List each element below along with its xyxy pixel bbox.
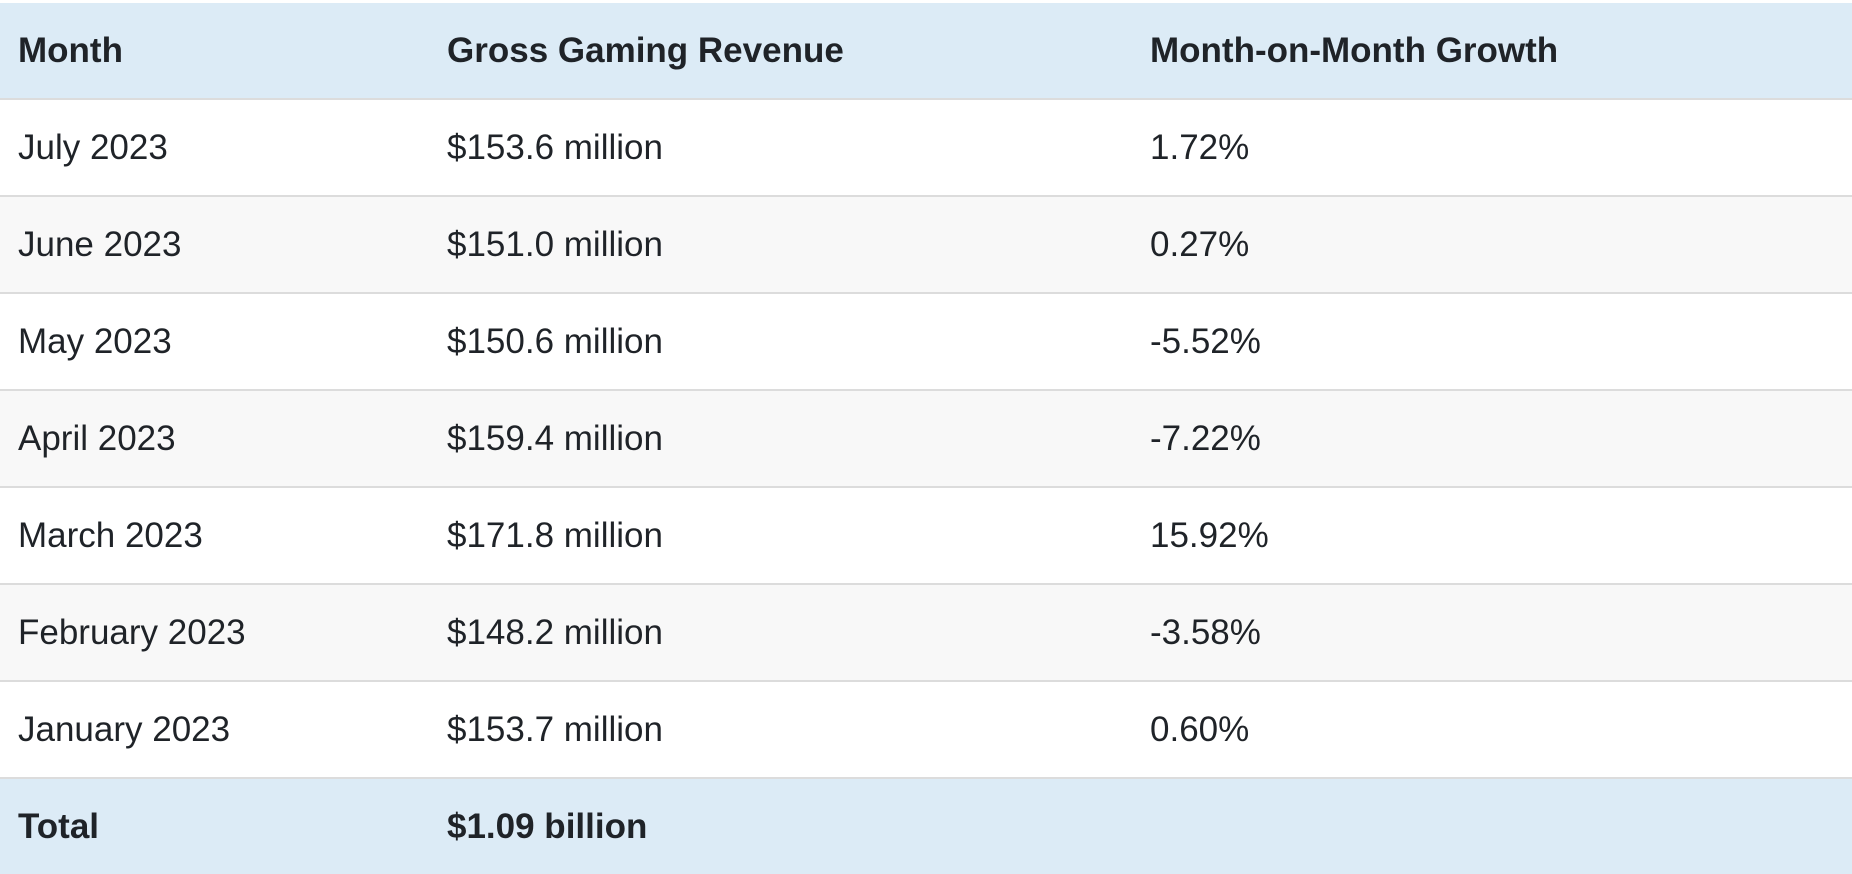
total-revenue: $1.09 billion xyxy=(429,778,1132,874)
table-footer: Total $1.09 billion xyxy=(0,778,1852,874)
revenue-cell: $159.4 million xyxy=(429,390,1132,488)
total-row: Total $1.09 billion xyxy=(0,778,1852,874)
month-cell: June 2023 xyxy=(0,196,429,294)
column-header-gross-gaming-revenue: Gross Gaming Revenue xyxy=(429,3,1132,100)
month-cell: May 2023 xyxy=(0,293,429,391)
table-row: February 2023 $148.2 million -3.58% xyxy=(0,584,1852,682)
column-header-month-on-month-growth: Month-on-Month Growth xyxy=(1132,3,1852,100)
table-row: July 2023 $153.6 million 1.72% xyxy=(0,99,1852,197)
table-row: January 2023 $153.7 million 0.60% xyxy=(0,681,1852,779)
revenue-cell: $153.7 million xyxy=(429,681,1132,779)
revenue-cell: $150.6 million xyxy=(429,293,1132,391)
revenue-cell: $151.0 million xyxy=(429,196,1132,294)
table-row: April 2023 $159.4 million -7.22% xyxy=(0,390,1852,488)
month-cell: April 2023 xyxy=(0,390,429,488)
total-growth xyxy=(1132,778,1852,874)
growth-cell: 0.60% xyxy=(1132,681,1852,779)
growth-cell: -5.52% xyxy=(1132,293,1852,391)
total-label: Total xyxy=(0,778,429,874)
growth-cell: -7.22% xyxy=(1132,390,1852,488)
revenue-table: Month Gross Gaming Revenue Month-on-Mont… xyxy=(0,3,1852,874)
growth-cell: 1.72% xyxy=(1132,99,1852,197)
month-cell: January 2023 xyxy=(0,681,429,779)
header-row: Month Gross Gaming Revenue Month-on-Mont… xyxy=(0,3,1852,100)
month-cell: July 2023 xyxy=(0,99,429,197)
growth-cell: 0.27% xyxy=(1132,196,1852,294)
growth-cell: 15.92% xyxy=(1132,487,1852,585)
table-row: May 2023 $150.6 million -5.52% xyxy=(0,293,1852,391)
growth-cell: -3.58% xyxy=(1132,584,1852,682)
column-header-month: Month xyxy=(0,3,429,100)
revenue-cell: $148.2 million xyxy=(429,584,1132,682)
month-cell: March 2023 xyxy=(0,487,429,585)
month-cell: February 2023 xyxy=(0,584,429,682)
revenue-cell: $153.6 million xyxy=(429,99,1132,197)
table-row: June 2023 $151.0 million 0.27% xyxy=(0,196,1852,294)
table-row: March 2023 $171.8 million 15.92% xyxy=(0,487,1852,585)
table-body: July 2023 $153.6 million 1.72% June 2023… xyxy=(0,99,1852,779)
revenue-cell: $171.8 million xyxy=(429,487,1132,585)
table-header: Month Gross Gaming Revenue Month-on-Mont… xyxy=(0,3,1852,100)
